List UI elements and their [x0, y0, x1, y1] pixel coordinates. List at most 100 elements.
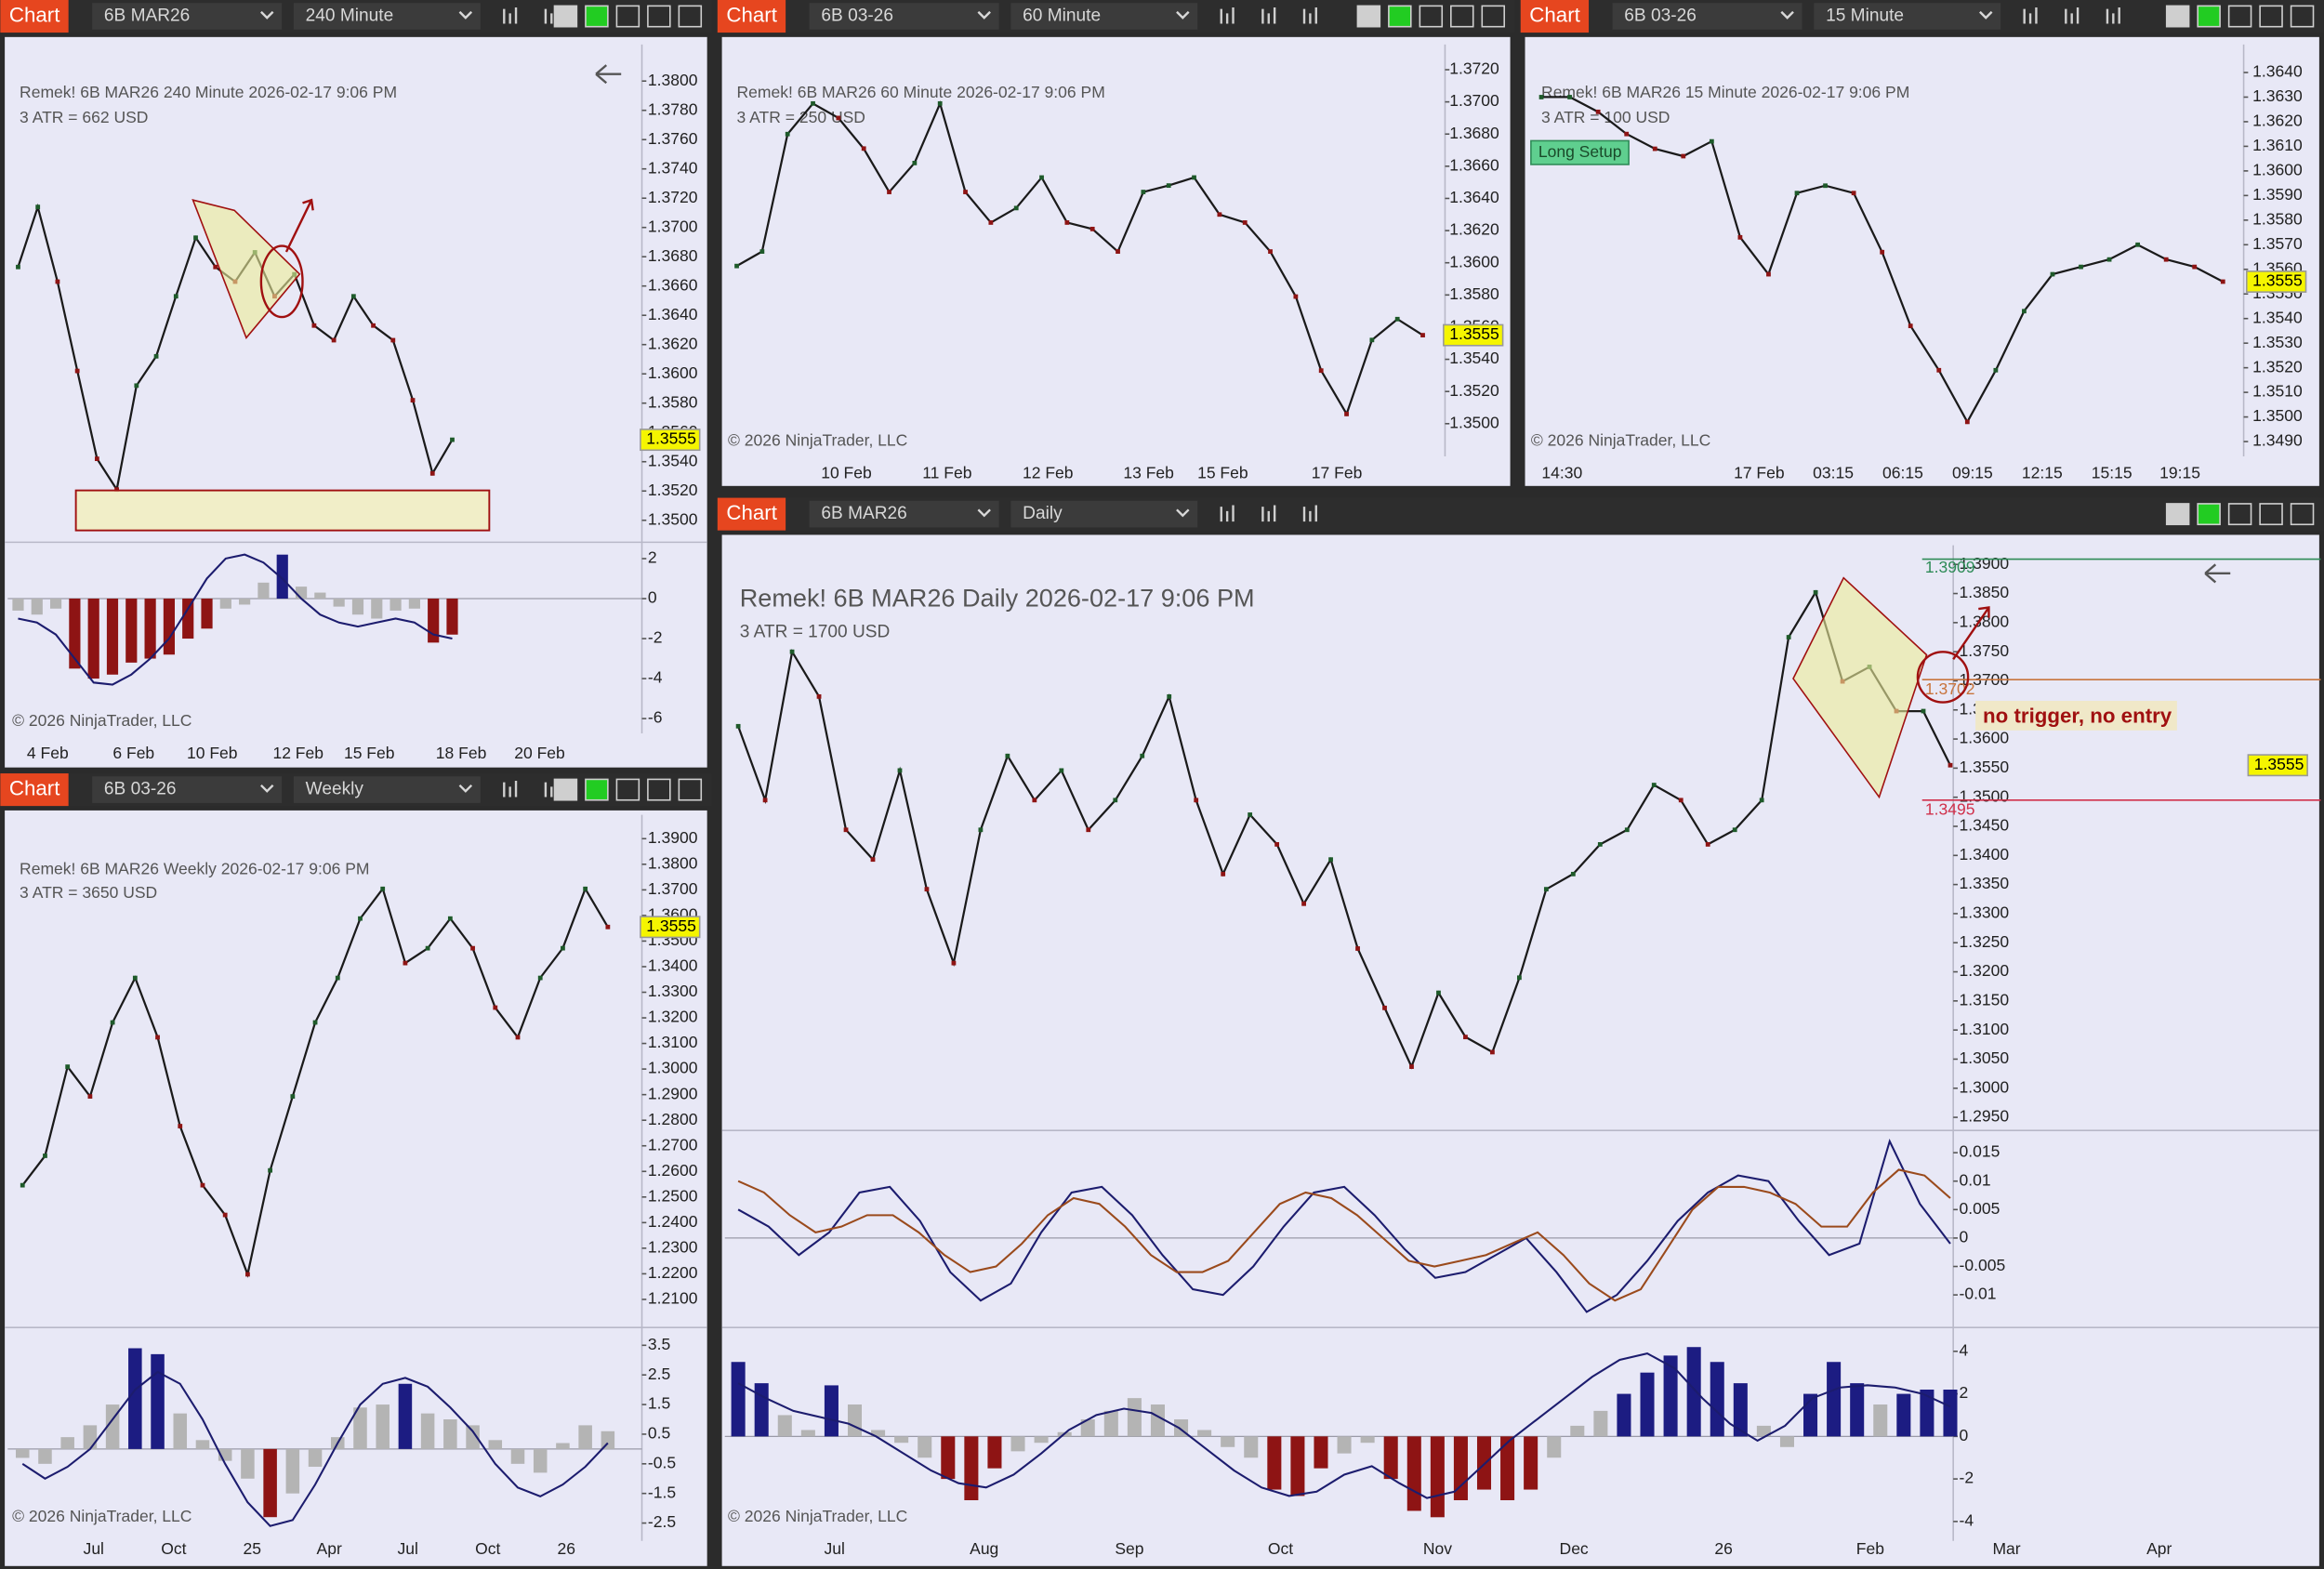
price-bar: [425, 945, 430, 951]
setup-label: Long Setup: [1538, 142, 1622, 161]
toolbar-icon[interactable]: [1261, 505, 1276, 522]
window-button[interactable]: [2165, 5, 2190, 28]
price-bar: [335, 975, 340, 981]
y-tick-label: 1.3580: [1449, 284, 1499, 303]
price-bar: [2106, 257, 2112, 262]
copyright: © 2026 NinjaTrader, LLC: [12, 1507, 191, 1525]
window-button[interactable]: [585, 5, 609, 28]
chart-tab[interactable]: [717, 497, 786, 531]
back-arrow[interactable]: [2204, 563, 2231, 584]
instrument-dropdown[interactable]: [92, 776, 283, 803]
window-button[interactable]: [678, 5, 703, 28]
histogram-bar: [398, 1383, 413, 1449]
chart-tab-label: Chart: [1529, 3, 1580, 26]
toolbar-icon[interactable]: [503, 781, 518, 798]
window-button[interactable]: [678, 778, 703, 801]
histogram-bar: [125, 599, 138, 663]
window-button[interactable]: [553, 5, 578, 28]
y-tick-label: 1.3500: [1449, 413, 1499, 431]
interval-dropdown[interactable]: [293, 3, 481, 30]
histogram-bar: [1103, 1410, 1118, 1437]
toolbar-icon[interactable]: [1220, 505, 1235, 522]
toolbar-icon[interactable]: [2023, 7, 2038, 24]
price-bar: [1293, 294, 1299, 299]
window-button[interactable]: [2259, 5, 2283, 28]
histogram-bar: [964, 1436, 979, 1501]
chart-tab[interactable]: [0, 0, 69, 33]
window-button[interactable]: [1388, 5, 1412, 28]
toolbar-icon[interactable]: [2065, 7, 2080, 24]
y-tick-label: -2: [648, 628, 663, 647]
price-bar: [1192, 175, 1196, 180]
price-bar: [193, 235, 198, 241]
window-button[interactable]: [615, 5, 640, 28]
back-arrow[interactable]: [595, 64, 622, 85]
interval-dropdown[interactable]: [293, 776, 481, 803]
window-button[interactable]: [585, 778, 609, 801]
y-tick-label: 1.3300: [648, 982, 698, 1000]
instrument-dropdown[interactable]: [809, 3, 999, 30]
window-button[interactable]: [647, 778, 671, 801]
window-button[interactable]: [2165, 503, 2190, 526]
toolbar-icon[interactable]: [1261, 7, 1276, 24]
window-button[interactable]: [2227, 503, 2252, 526]
y-tick-label: 1.3150: [1960, 990, 2010, 1009]
price-bar: [2050, 271, 2055, 277]
window-button[interactable]: [1450, 5, 1474, 28]
y-tick-label: 1.3520: [2252, 357, 2303, 376]
y-tick-label: 1.3200: [648, 1008, 698, 1026]
y-tick-label: 2: [648, 548, 657, 567]
toolbar-icon[interactable]: [503, 7, 518, 24]
window-button[interactable]: [2290, 5, 2315, 28]
interval-dropdown[interactable]: [1010, 3, 1198, 30]
instrument-dropdown[interactable]: [1612, 3, 1802, 30]
chart-tab[interactable]: [1520, 0, 1590, 33]
histogram-bar: [390, 599, 402, 611]
histogram-bar: [1197, 1430, 1212, 1437]
window-button[interactable]: [1419, 5, 1444, 28]
interval-dropdown[interactable]: [1814, 3, 2001, 30]
window-button[interactable]: [2197, 5, 2221, 28]
histogram-bar: [1943, 1389, 1958, 1437]
chart-tab[interactable]: [0, 773, 69, 807]
instrument-dropdown[interactable]: [809, 500, 999, 528]
y-tick-label: 1.2700: [648, 1135, 698, 1154]
toolbar-icon[interactable]: [1302, 7, 1317, 24]
price-bar: [1005, 753, 1010, 758]
window-button[interactable]: [553, 778, 578, 801]
toolbar-icon[interactable]: [1302, 505, 1317, 522]
window-button[interactable]: [2259, 503, 2283, 526]
price-bar: [110, 1020, 115, 1025]
price-bar: [1064, 220, 1070, 225]
y-tick-label: 1.3500: [648, 509, 698, 528]
toolbar-icon[interactable]: [2106, 7, 2120, 24]
x-tick-label: 12 Feb: [1023, 464, 1074, 482]
price-bar: [134, 383, 139, 389]
histogram-bar: [295, 587, 308, 600]
price-bar: [1737, 234, 1743, 240]
x-tick-label: 26: [557, 1539, 574, 1558]
histogram-bar: [1827, 1362, 1842, 1437]
window-button[interactable]: [1356, 5, 1381, 28]
chart-title: Remek! 6B MAR26 60 Minute 2026-02-17 9:0…: [737, 83, 1105, 101]
window-body: [5, 36, 707, 768]
histogram-bar: [12, 599, 24, 611]
window-button[interactable]: [2197, 503, 2221, 526]
histogram-bar: [941, 1436, 956, 1480]
window-button[interactable]: [2227, 5, 2252, 28]
y-tick-label: 1.3660: [648, 275, 698, 294]
breakout-arrow: [1952, 606, 1990, 660]
y-tick-label: 1.3600: [1449, 252, 1499, 270]
y-tick-label: 0: [1960, 1426, 1969, 1444]
instrument-dropdown[interactable]: [92, 3, 283, 30]
toolbar-icon[interactable]: [1220, 7, 1235, 24]
window-button[interactable]: [615, 778, 640, 801]
chart-tab[interactable]: [717, 0, 786, 33]
window-button[interactable]: [1481, 5, 1506, 28]
histogram-bar: [1617, 1393, 1631, 1437]
price-bar: [897, 768, 903, 773]
window-button[interactable]: [2290, 503, 2315, 526]
price-bar: [1813, 589, 1818, 595]
window-button[interactable]: [647, 5, 671, 28]
interval-dropdown[interactable]: [1010, 500, 1198, 528]
